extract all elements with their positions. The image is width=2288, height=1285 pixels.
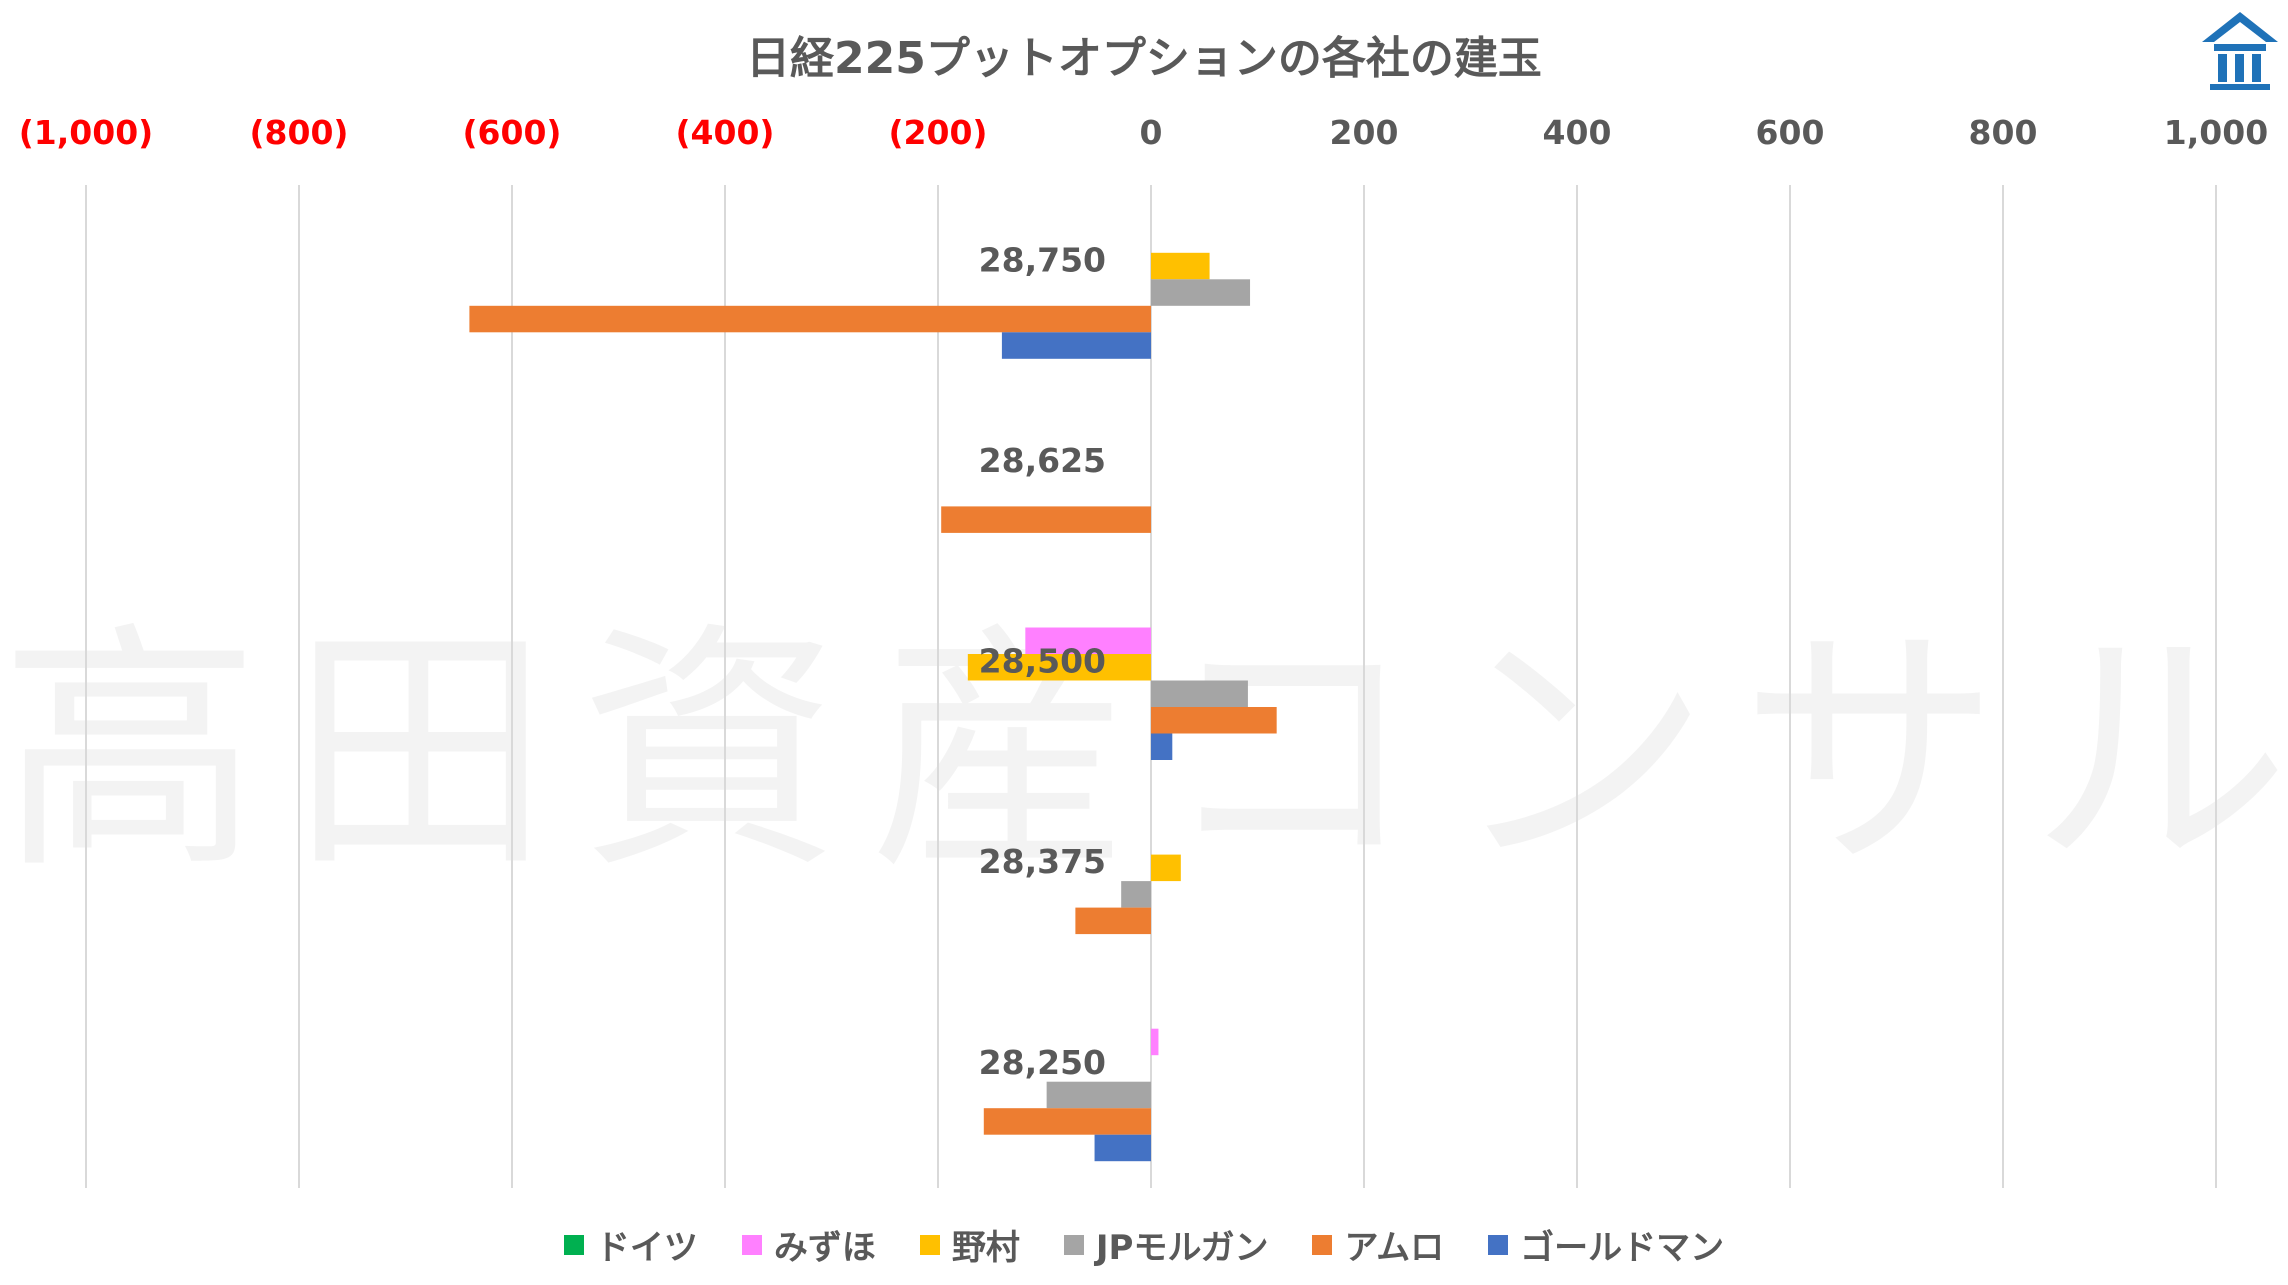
legend-label: アムロ: [1344, 1228, 1445, 1268]
chart-plot-area: (1,000) (800) (600) (400) (200) 0 200 400 600 800…: [19, 113, 2268, 1188]
legend-swatch: [1488, 1234, 1509, 1255]
chart-title: 日経225プットオプションの各社の建玉: [746, 33, 1542, 84]
logo-icon: [2202, 12, 2278, 90]
x-tick-label: (800): [249, 113, 348, 152]
legend-swatch: [1063, 1234, 1084, 1255]
category-label: 28,250: [979, 1043, 1106, 1082]
legend-label: ゴールドマン: [1520, 1228, 1725, 1268]
legend-swatch: [919, 1234, 940, 1255]
x-tick-label: (400): [675, 113, 774, 152]
x-tick-label: 600: [1756, 113, 1825, 152]
bar: [1121, 881, 1151, 908]
category-label: 28,625: [979, 441, 1106, 480]
bar: [1046, 1081, 1151, 1109]
legend-item: ドイツ: [563, 1220, 698, 1269]
category-label: 28,500: [979, 642, 1106, 681]
bar: [1151, 279, 1251, 306]
legend-label: JPモルガン: [1095, 1228, 1269, 1268]
legend-item: 野村: [919, 1220, 1020, 1269]
bar: [1094, 1134, 1151, 1162]
x-tick-label: (1,000): [19, 113, 154, 152]
legend-label: 野村: [951, 1228, 1020, 1268]
bar: [1001, 332, 1151, 359]
bar: [1151, 707, 1277, 734]
legend-label: みずほ: [773, 1228, 876, 1268]
bar: [983, 1108, 1151, 1135]
bar: [469, 305, 1151, 333]
category-label: 28,375: [979, 842, 1106, 881]
bar: [1151, 1028, 1159, 1056]
bar: [941, 506, 1151, 533]
legend-swatch: [741, 1234, 762, 1255]
category-label: 28,750: [979, 240, 1106, 279]
chart-legend: ドイツ みずほ 野村 JPモルガン アムロ ゴールドマン: [0, 1220, 2288, 1269]
legend-item: ゴールドマン: [1488, 1220, 1724, 1269]
bar: [967, 654, 1151, 681]
x-tick-label: 1,000: [2164, 113, 2268, 152]
x-tick-label: (200): [888, 113, 987, 152]
bar: [1151, 854, 1181, 882]
legend-item: みずほ: [741, 1220, 876, 1269]
bar: [1151, 680, 1248, 707]
legend-swatch: [563, 1234, 584, 1255]
legend-swatch: [1312, 1234, 1333, 1255]
x-tick-label: 0: [1140, 113, 1163, 152]
bar: [1151, 252, 1210, 280]
bar: [1151, 733, 1173, 760]
legend-item: アムロ: [1312, 1220, 1444, 1269]
x-tick-label: 400: [1543, 113, 1612, 152]
x-tick-label: 200: [1330, 113, 1399, 152]
legend-label: ドイツ: [595, 1228, 698, 1268]
bar: [1025, 627, 1151, 654]
bar: [1075, 907, 1151, 935]
x-tick-label: (600): [462, 113, 561, 152]
x-tick-label: 800: [1969, 113, 2038, 152]
legend-item: JPモルガン: [1063, 1220, 1269, 1269]
